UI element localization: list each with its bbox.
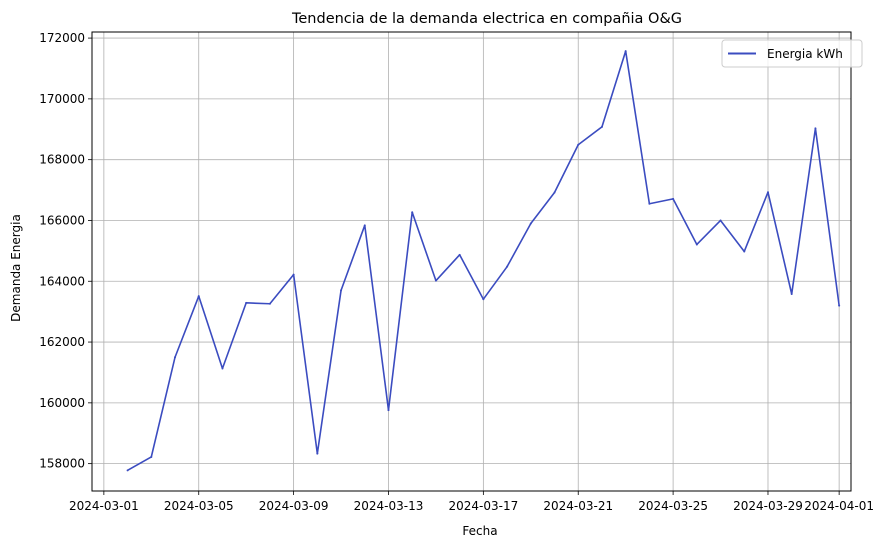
y-tick-label: 170000 — [39, 92, 85, 106]
data-point — [743, 250, 746, 253]
data-point — [458, 253, 461, 256]
x-tick-label: 2024-03-21 — [543, 499, 613, 513]
y-axis-title: Demanda Energia — [9, 214, 23, 322]
x-tick-label: 2024-03-13 — [354, 499, 424, 513]
x-tick-label: 2024-03-05 — [164, 499, 234, 513]
data-point — [790, 293, 793, 296]
y-tick-label: 168000 — [39, 153, 85, 167]
chart-title: Tendencia de la demanda electrica en com… — [291, 11, 682, 27]
data-point — [434, 279, 437, 282]
x-tick-label: 2024-03-17 — [448, 499, 518, 513]
legend: Energia kWh — [721, 39, 863, 68]
y-tick-label: 158000 — [39, 457, 85, 471]
data-point — [506, 265, 509, 268]
data-point — [126, 469, 129, 472]
plot-frame — [91, 31, 852, 492]
data-point — [174, 356, 177, 359]
y-tick-label: 160000 — [39, 396, 85, 410]
x-tick-label: 2024-03-09 — [259, 499, 329, 513]
data-point — [411, 211, 414, 214]
data-point — [197, 295, 200, 298]
data-point — [553, 191, 556, 194]
x-axis-title: Fecha — [462, 524, 497, 538]
y-tick-label: 166000 — [39, 213, 85, 227]
x-axis: 2024-03-01 2024-03-05 2024-03-09 2024-03-13… — [69, 491, 874, 513]
data-point — [766, 191, 769, 194]
x-tick-label: 2024-03-01 — [69, 499, 139, 513]
data-point — [221, 367, 224, 370]
legend-box — [721, 39, 863, 68]
data-point — [292, 273, 295, 276]
grid-lines — [92, 32, 851, 491]
data-point — [624, 50, 627, 53]
data-point — [695, 243, 698, 246]
data-point — [150, 455, 153, 458]
data-point — [363, 224, 366, 227]
data-point — [316, 452, 319, 455]
data-point — [719, 219, 722, 222]
data-point — [577, 143, 580, 146]
data-point — [648, 202, 651, 205]
data-point — [268, 302, 271, 305]
y-axis: 158000 160000 162000 164000 166000 168000 1700… — [39, 31, 92, 471]
y-tick-label: 172000 — [39, 31, 85, 45]
series-group — [126, 50, 841, 472]
data-point — [340, 289, 343, 292]
data-point — [482, 298, 485, 301]
data-point — [387, 409, 390, 412]
data-point — [838, 304, 841, 307]
data-point — [245, 301, 248, 304]
x-tick-label: 2024-03-25 — [638, 499, 708, 513]
x-tick-label: 2024-03-29 — [733, 499, 803, 513]
y-tick-label: 164000 — [39, 274, 85, 288]
data-point — [672, 197, 675, 200]
data-point — [814, 127, 817, 130]
x-tick-label: 2024-04-01 — [804, 499, 874, 513]
data-point — [529, 222, 532, 225]
legend-label: Energia kWh — [767, 47, 843, 61]
data-point — [600, 125, 603, 128]
y-tick-label: 162000 — [39, 335, 85, 349]
